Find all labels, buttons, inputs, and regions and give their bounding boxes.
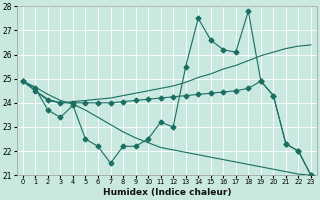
X-axis label: Humidex (Indice chaleur): Humidex (Indice chaleur) xyxy=(103,188,231,197)
